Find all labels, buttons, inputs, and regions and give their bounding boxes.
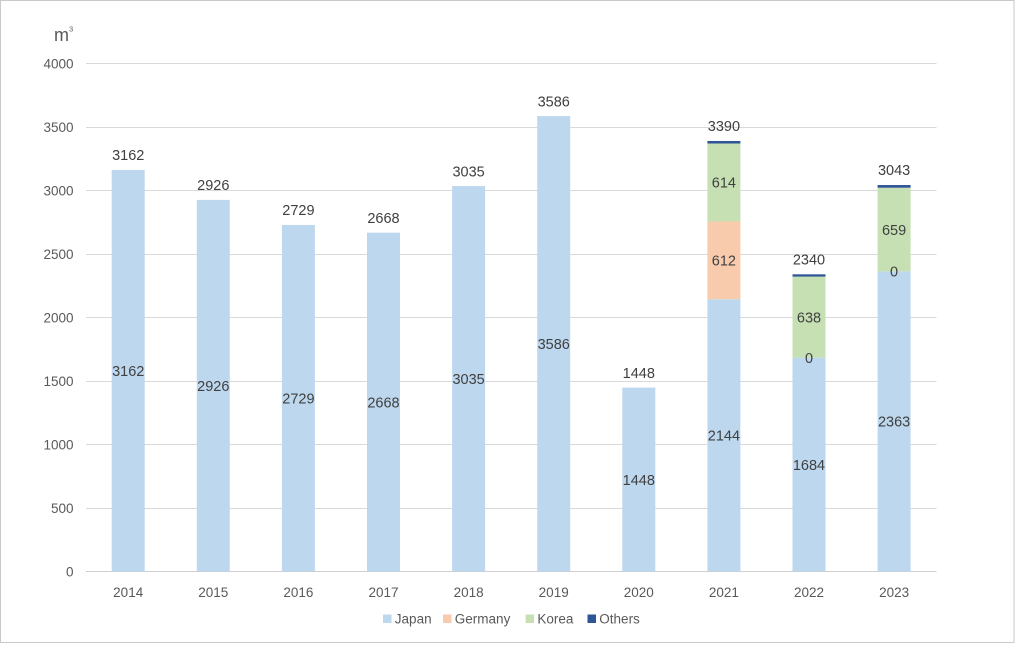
svg-text:3162: 3162 xyxy=(112,364,144,380)
svg-text:4000: 4000 xyxy=(43,56,73,71)
svg-text:3035: 3035 xyxy=(452,164,484,180)
svg-text:3035: 3035 xyxy=(452,372,484,388)
svg-text:2017: 2017 xyxy=(368,585,398,600)
svg-text:1448: 1448 xyxy=(623,366,655,382)
svg-text:m3: m3 xyxy=(54,25,73,46)
svg-text:500: 500 xyxy=(51,501,74,516)
svg-text:3586: 3586 xyxy=(538,337,570,353)
svg-text:2668: 2668 xyxy=(367,395,399,411)
svg-text:3586: 3586 xyxy=(538,94,570,110)
svg-text:Germany: Germany xyxy=(455,612,511,627)
svg-text:0: 0 xyxy=(890,265,898,281)
svg-text:3162: 3162 xyxy=(112,148,144,164)
svg-text:2363: 2363 xyxy=(878,415,910,431)
svg-text:612: 612 xyxy=(712,254,736,270)
svg-text:2019: 2019 xyxy=(539,585,569,600)
svg-text:3500: 3500 xyxy=(43,120,73,135)
svg-text:2926: 2926 xyxy=(197,178,229,194)
svg-text:1500: 1500 xyxy=(43,374,73,389)
svg-text:0: 0 xyxy=(66,564,74,579)
svg-text:659: 659 xyxy=(882,223,906,239)
svg-text:2340: 2340 xyxy=(793,253,825,269)
svg-text:2144: 2144 xyxy=(708,429,740,445)
svg-text:2729: 2729 xyxy=(282,203,314,219)
svg-text:3043: 3043 xyxy=(878,163,910,179)
svg-text:2020: 2020 xyxy=(624,585,654,600)
svg-text:Others: Others xyxy=(599,612,640,627)
svg-text:2015: 2015 xyxy=(198,585,228,600)
svg-text:2000: 2000 xyxy=(43,310,73,325)
svg-text:1684: 1684 xyxy=(793,458,825,474)
svg-text:2668: 2668 xyxy=(367,211,399,227)
svg-text:2926: 2926 xyxy=(197,379,229,395)
svg-text:2500: 2500 xyxy=(43,247,73,262)
svg-text:2023: 2023 xyxy=(879,585,909,600)
svg-text:2021: 2021 xyxy=(709,585,739,600)
svg-text:3000: 3000 xyxy=(43,183,73,198)
svg-text:2022: 2022 xyxy=(794,585,824,600)
svg-text:2018: 2018 xyxy=(454,585,484,600)
svg-text:2016: 2016 xyxy=(283,585,313,600)
svg-text:614: 614 xyxy=(712,176,736,192)
svg-text:Japan: Japan xyxy=(395,612,432,627)
svg-text:1000: 1000 xyxy=(43,437,73,452)
svg-text:638: 638 xyxy=(797,310,821,326)
svg-text:1448: 1448 xyxy=(623,473,655,489)
svg-text:2014: 2014 xyxy=(113,585,144,600)
svg-text:2729: 2729 xyxy=(282,391,314,407)
svg-text:0: 0 xyxy=(805,351,813,367)
svg-text:3390: 3390 xyxy=(708,119,740,135)
svg-text:Korea: Korea xyxy=(537,612,574,627)
